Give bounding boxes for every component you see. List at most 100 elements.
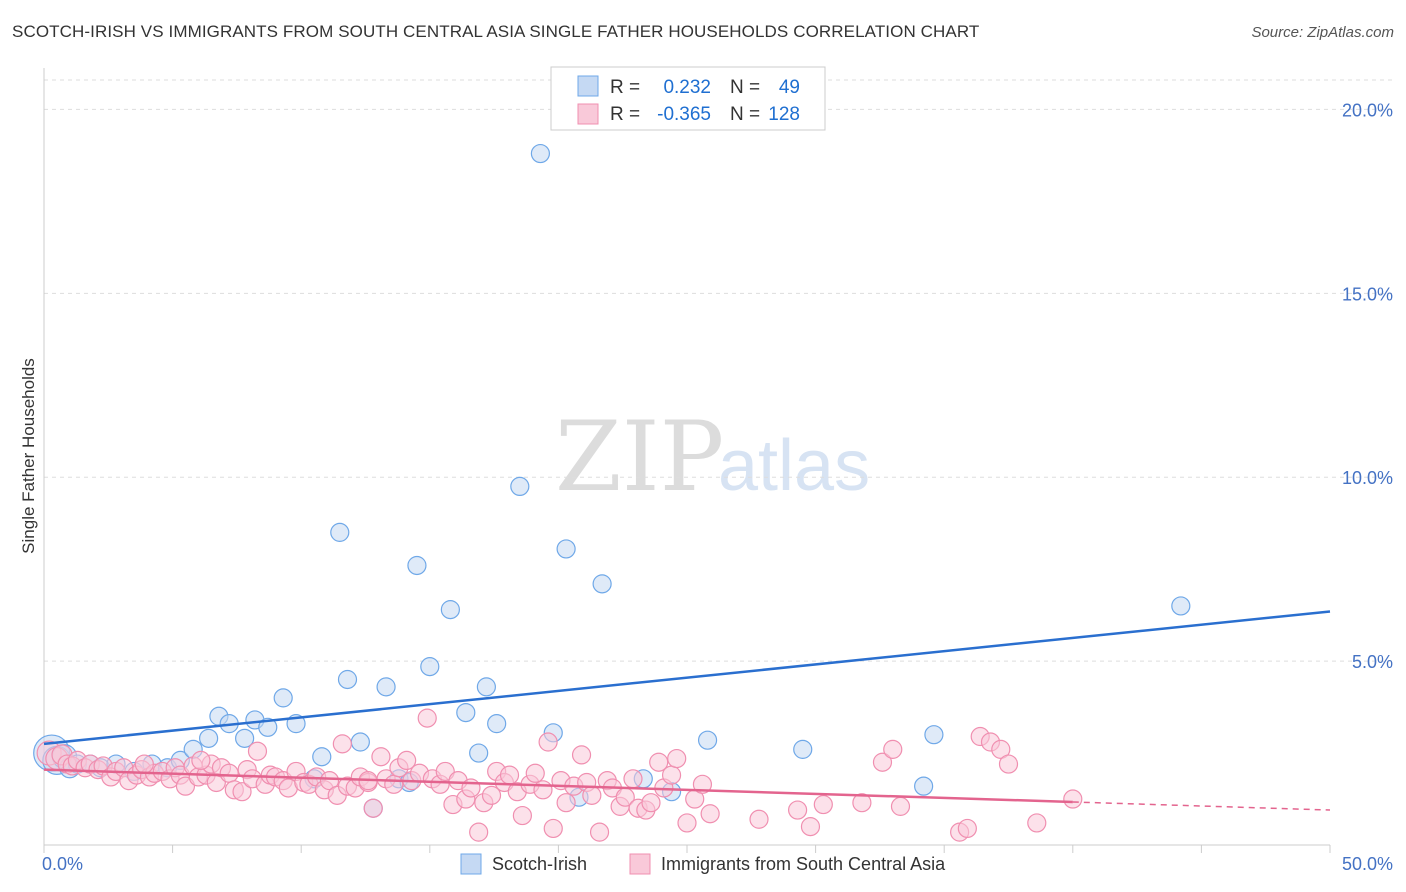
legend-swatch-scotch-irish — [577, 75, 599, 97]
series-legend: Scotch-Irish Immigrants from South Centr… — [460, 853, 946, 875]
south-central-asia-point — [191, 750, 211, 771]
south-central-asia-point — [533, 780, 553, 800]
south-central-asia-point — [957, 818, 977, 839]
south-central-asia-point — [384, 774, 404, 794]
south-central-asia-point — [787, 800, 808, 820]
scotch-irish-point — [793, 739, 813, 759]
scotch-irish-point — [697, 730, 718, 750]
south-central-asia-point — [219, 763, 239, 783]
south-central-asia-point — [538, 732, 558, 752]
south-central-asia-point — [332, 734, 352, 754]
watermark: ZIP atlas — [555, 401, 870, 513]
series-south-central-asia-points — [36, 708, 1083, 842]
y-tick-label: 20.0% — [1342, 100, 1393, 120]
legend-r-value-1: 0.232 — [663, 77, 711, 98]
south-central-asia-point — [872, 752, 893, 772]
axes — [43, 68, 1331, 853]
scotch-irish-point — [469, 743, 489, 763]
south-central-asia-point — [363, 798, 383, 818]
legend-r-value-2: -0.365 — [657, 104, 711, 125]
bottom-legend-south-central-asia: Immigrants from South Central Asia — [661, 854, 946, 874]
south-central-asia-point — [749, 809, 769, 829]
south-central-asia-point — [998, 754, 1019, 774]
bottom-legend-swatch-south-central-asia — [629, 853, 651, 875]
scotch-irish-point — [456, 702, 476, 723]
correlation-legend: R = 0.232 N = 49 R = -0.365 N = 128 — [550, 66, 826, 131]
south-central-asia-point — [649, 752, 669, 772]
trend-line-scotch-irish — [43, 610, 1331, 746]
south-central-asia-point — [247, 741, 268, 761]
south-central-asia-point — [1063, 789, 1083, 809]
south-central-asia-point — [469, 822, 489, 842]
south-central-asia-point — [692, 774, 713, 794]
south-central-asia-point — [543, 818, 563, 839]
south-central-asia-point — [134, 754, 154, 774]
south-central-asia-point — [512, 805, 532, 826]
y-tick-labels: 5.0% 10.0% 15.0% 20.0% — [1342, 100, 1393, 672]
legend-n-value-2: 128 — [768, 104, 800, 125]
scotch-irish-point — [273, 688, 293, 708]
south-central-asia-point — [481, 785, 502, 805]
south-central-asia-point — [525, 763, 545, 783]
south-central-asia-point — [556, 793, 576, 813]
south-central-asia-point — [700, 804, 720, 824]
source-label: Source: ZipAtlas.com — [1251, 24, 1394, 41]
south-central-asia-point — [232, 782, 252, 802]
legend-swatch-south-central-asia — [577, 103, 599, 125]
south-central-asia-point — [667, 748, 687, 769]
scotch-irish-point — [235, 728, 255, 748]
legend-n-label-1: N = — [730, 77, 760, 98]
south-central-asia-point — [641, 793, 661, 813]
scotch-irish-point — [420, 657, 440, 677]
south-central-asia-point — [800, 817, 821, 837]
bottom-legend-swatch-scotch-irish — [460, 853, 482, 875]
scotch-irish-point — [487, 714, 507, 734]
south-central-asia-point — [582, 785, 602, 805]
watermark-atlas: atlas — [718, 426, 870, 506]
south-central-asia-point — [883, 739, 903, 759]
south-central-asia-point — [397, 750, 417, 771]
scotch-irish-point — [330, 522, 350, 542]
legend-r-label-2: R = — [610, 104, 640, 125]
y-tick-label: 5.0% — [1352, 652, 1393, 672]
chart-title: SCOTCH-IRISH VS IMMIGRANTS FROM SOUTH CE… — [12, 22, 980, 41]
scotch-irish-point — [440, 600, 460, 620]
scotch-irish-point — [592, 574, 612, 594]
scotch-irish-point — [914, 776, 934, 796]
scotch-irish-point — [312, 747, 332, 767]
south-central-asia-point — [852, 793, 872, 813]
scotch-irish-point — [258, 717, 278, 737]
south-central-asia-point — [371, 747, 391, 767]
legend-n-value-1: 49 — [779, 77, 800, 98]
legend-n-label-2: N = — [730, 104, 760, 125]
y-tick-label: 15.0% — [1342, 284, 1393, 304]
legend-r-label-1: R = — [610, 77, 640, 98]
scotch-irish-point — [199, 728, 219, 748]
south-central-asia-point — [499, 765, 520, 785]
x-tick-label: 50.0% — [1342, 854, 1393, 874]
trend-line-south-central-asia — [43, 768, 1073, 804]
scotch-irish-point — [924, 725, 944, 745]
scotch-irish-point — [1171, 596, 1191, 616]
south-central-asia-point — [890, 796, 911, 816]
watermark-zip: ZIP — [555, 401, 724, 513]
scotch-irish-point — [510, 476, 530, 497]
scotch-irish-point — [350, 732, 370, 752]
y-axis-label: Single Father Households — [19, 358, 38, 554]
south-central-asia-point — [623, 769, 643, 789]
scotch-irish-point — [376, 677, 396, 697]
scotch-irish-point — [337, 669, 358, 690]
gridlines — [44, 79, 1395, 662]
y-tick-label: 10.0% — [1342, 468, 1393, 488]
south-central-asia-point — [813, 794, 833, 815]
south-central-asia-point — [417, 708, 437, 728]
scotch-irish-point — [556, 539, 576, 559]
scotch-irish-point — [407, 555, 427, 576]
x-tick-label: 0.0% — [42, 854, 83, 874]
trend-line-south-central-asia-dashed — [1072, 801, 1331, 811]
x-tick-labels: 0.0% 50.0% — [42, 854, 1393, 874]
south-central-asia-point — [571, 745, 592, 765]
south-central-asia-point — [1027, 813, 1047, 833]
trend-lines — [43, 610, 1331, 811]
